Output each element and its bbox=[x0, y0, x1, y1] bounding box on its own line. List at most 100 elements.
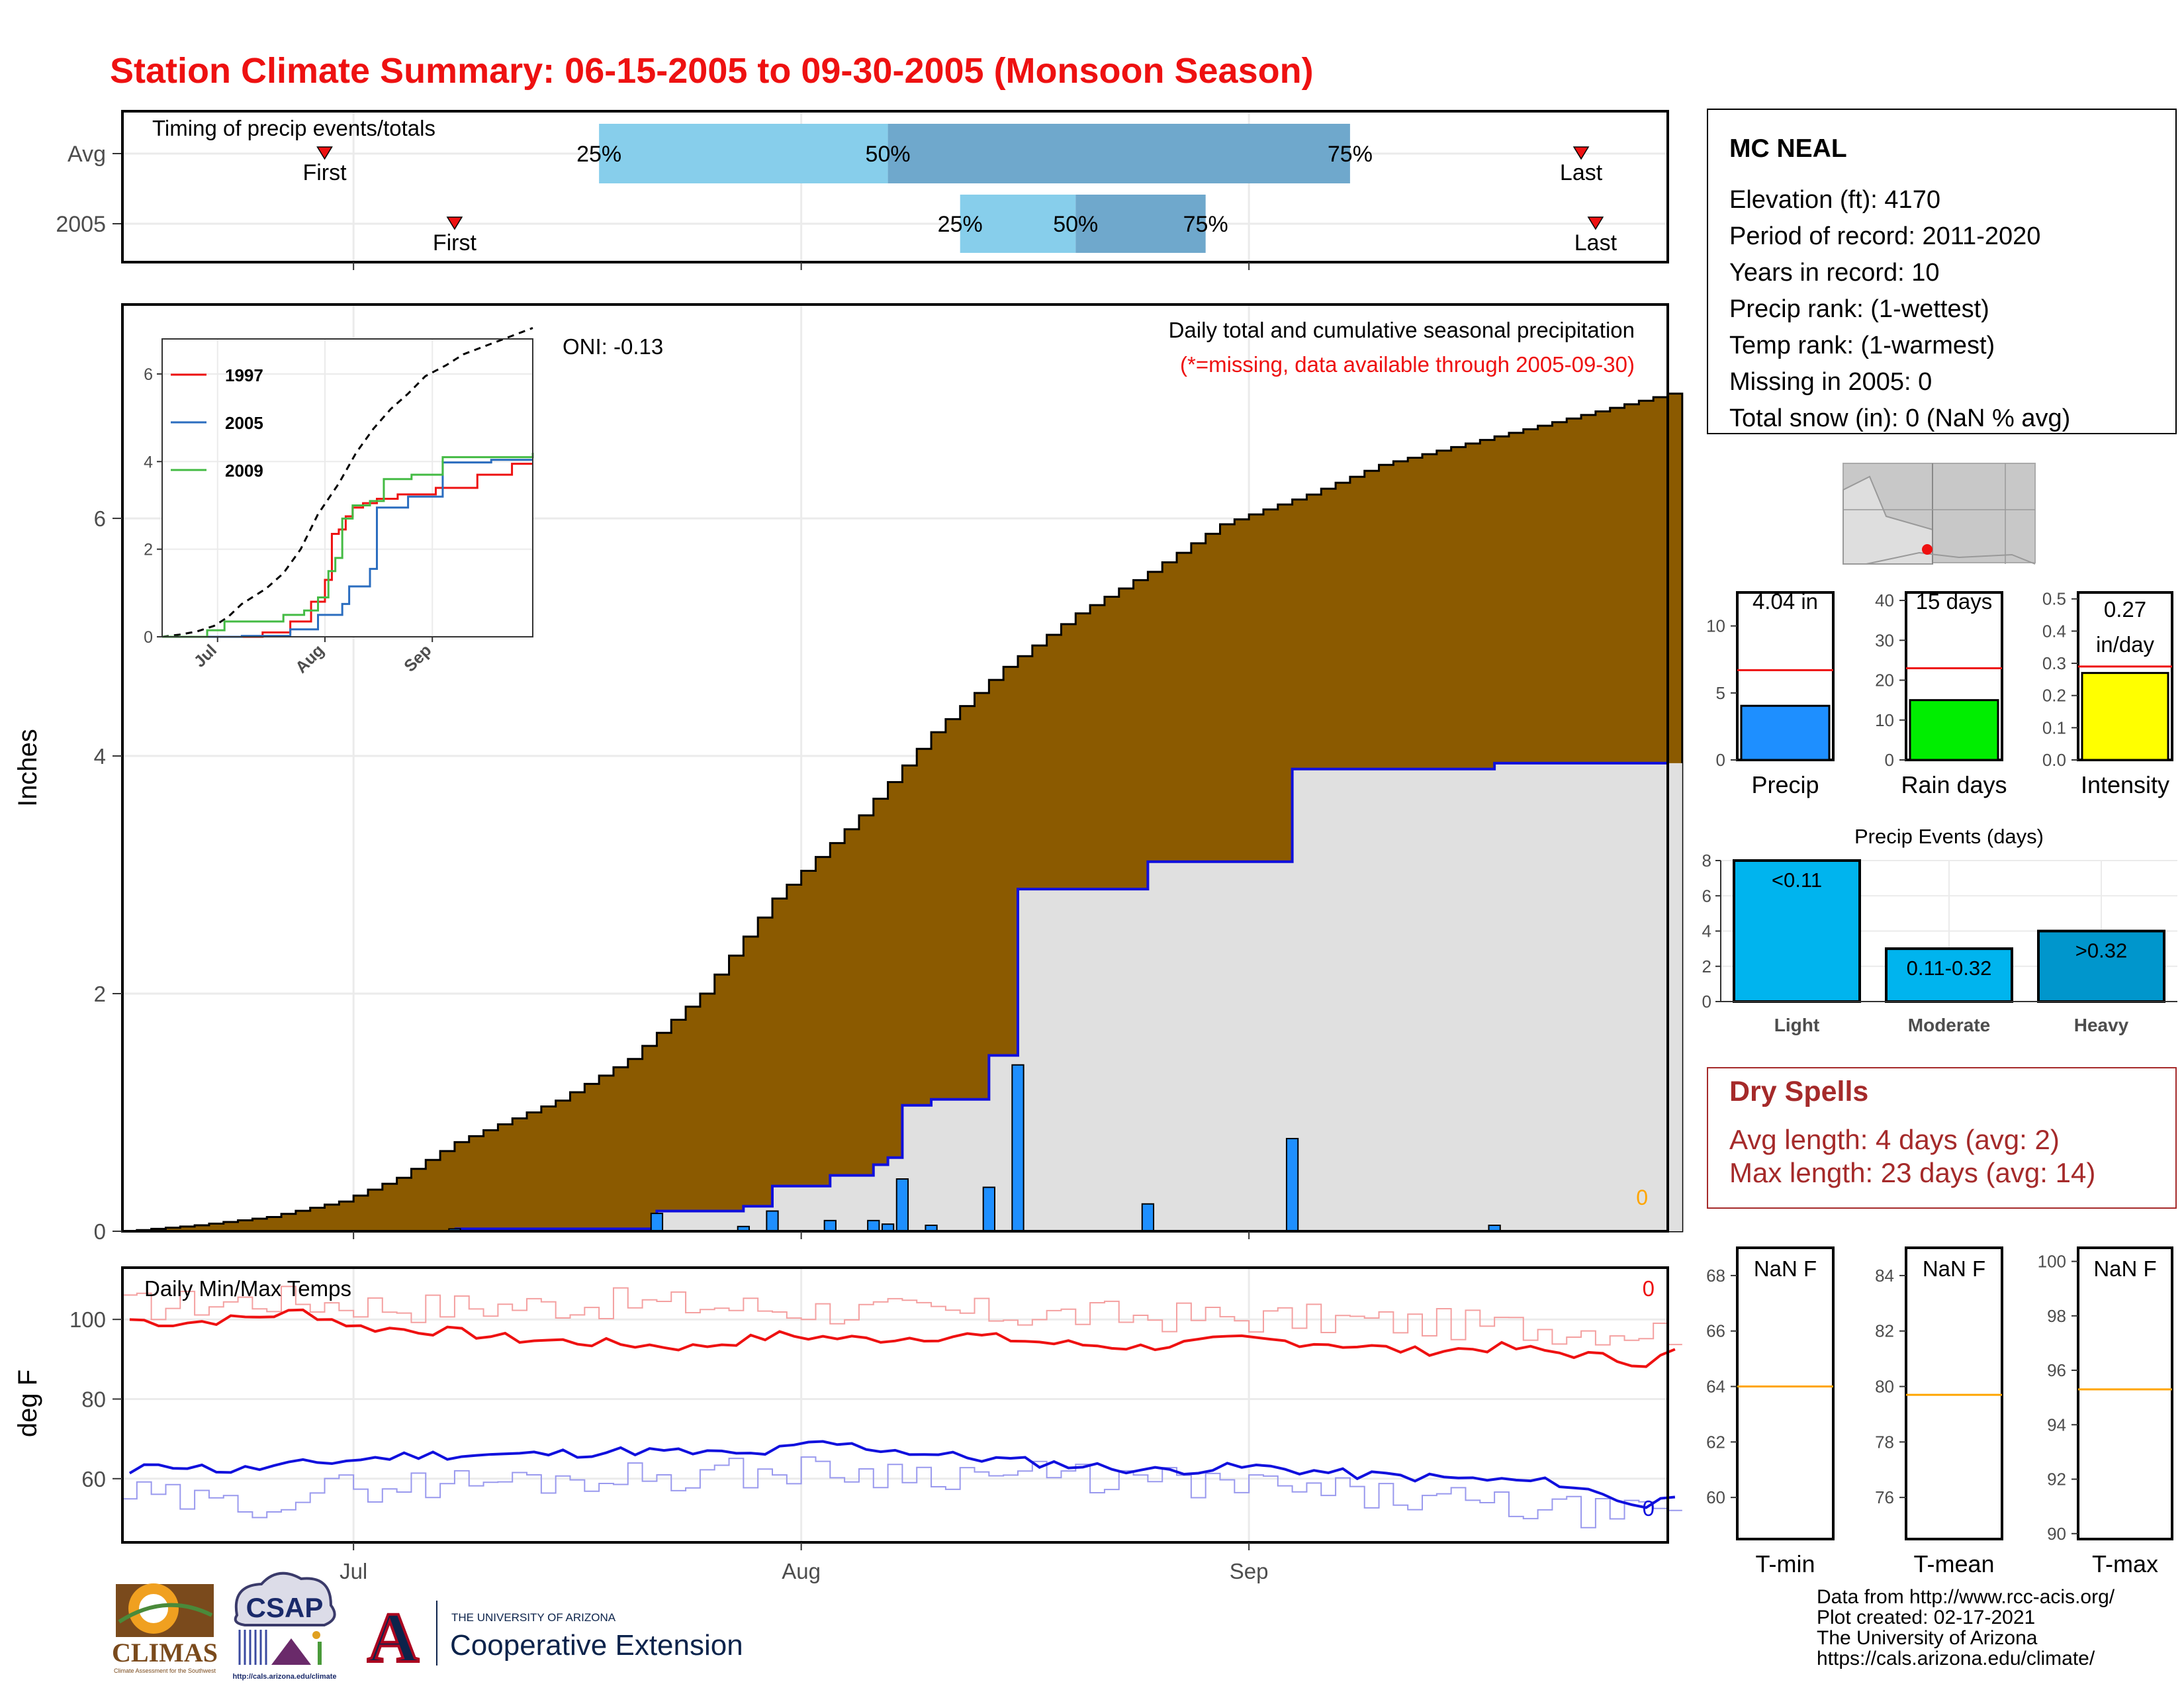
temp-box-value-label: NaN F bbox=[1923, 1256, 1985, 1281]
station-info-line: Period of record: 2011-2020 bbox=[1729, 222, 2040, 250]
small-bar-tick-label: 0.3 bbox=[2042, 653, 2066, 673]
cumulative-2005-area bbox=[454, 763, 1682, 1231]
csap-cactus-icon bbox=[318, 1642, 322, 1665]
footer-line: Data from http://www.rcc-acis.org/ bbox=[1817, 1586, 2115, 1608]
summary-bars: 4.04 in 0 5 10 Precip 15 days 0 10 20 30 40 Rain da… bbox=[1706, 589, 2173, 798]
temp-box-tick-label: 76 bbox=[1875, 1487, 1894, 1507]
climas-subtitle: Climate Assessment for the Southwest bbox=[114, 1667, 216, 1674]
tmin-missing-label: 0 bbox=[1643, 1496, 1655, 1521]
quartile-25-label: 25% bbox=[938, 212, 983, 237]
quartile-50-label: 50% bbox=[866, 142, 911, 167]
inset-avg-line bbox=[161, 327, 533, 638]
station-info-panel: MC NEAL Elevation (ft): 4170 Period of rec… bbox=[1707, 109, 2177, 434]
daily-precip-bar bbox=[650, 1213, 664, 1232]
temp-box-t-max: NaN F 90 92 94 96 98 100 T-max bbox=[2038, 1246, 2173, 1577]
small-bar-label: 15 days bbox=[1916, 589, 1993, 614]
inset-legend-label: 2009 bbox=[225, 461, 263, 481]
inset-y-tick-label: 0 bbox=[144, 628, 153, 647]
last-event-marker bbox=[1572, 146, 1590, 160]
station-info-line: Missing in 2005: 0 bbox=[1729, 368, 1932, 396]
temp-box-tick-label: 68 bbox=[1706, 1266, 1725, 1286]
temp-box-tick-label: 62 bbox=[1706, 1432, 1725, 1452]
small-bar-label: 4.04 in bbox=[1752, 589, 1818, 614]
small-bar-tick-label: 40 bbox=[1875, 590, 1894, 610]
climas-wordmark: CLIMAS bbox=[112, 1638, 218, 1667]
temps-x-tick-label: Jul bbox=[340, 1559, 367, 1583]
small-bar-tick-label: 10 bbox=[1706, 616, 1725, 636]
footer-line: The University of Arizona bbox=[1817, 1627, 2038, 1649]
temp-box-category: T-max bbox=[2092, 1550, 2158, 1577]
small-bar-tick-label: 30 bbox=[1875, 630, 1894, 650]
last-event-label: Last bbox=[1560, 160, 1603, 185]
dry-spells-max: Max length: 23 days (avg: 14) bbox=[1729, 1157, 2095, 1188]
location-map bbox=[1843, 463, 2036, 565]
ua-block-background bbox=[363, 1602, 424, 1663]
tmax-missing-label: 0 bbox=[1643, 1276, 1655, 1301]
timing-panel: 25% 50% 75% First Last Avg 25% 50% 75% First Last 2… bbox=[56, 110, 1669, 270]
station-name: MC NEAL bbox=[1729, 134, 1847, 163]
events-bar bbox=[1733, 859, 1861, 1003]
temp-box-tick-label: 90 bbox=[2047, 1524, 2066, 1544]
main-panel-title: Daily total and cumulative seasonal prec… bbox=[1169, 318, 1635, 342]
tmax-2005-line bbox=[129, 1308, 1676, 1368]
daily-precip-bar bbox=[867, 1219, 880, 1233]
tmin-2005-line bbox=[128, 1440, 1676, 1509]
csap-sun-icon bbox=[312, 1631, 320, 1639]
small-bar-value bbox=[1909, 699, 1999, 761]
temp-box-t-min: NaN F 60 62 64 66 68 T-min bbox=[1706, 1246, 1835, 1577]
quartile-75-label: 75% bbox=[1183, 212, 1228, 237]
daily-precip-bar bbox=[1011, 1064, 1024, 1232]
dry-spells-title: Dry Spells bbox=[1729, 1076, 1868, 1107]
temp-box-tick-label: 98 bbox=[2047, 1306, 2066, 1326]
main-y-tick-label: 0 bbox=[94, 1219, 106, 1244]
events-y-tick-label: 6 bbox=[1702, 886, 1711, 906]
small-bar-category: Precip bbox=[1751, 771, 1819, 798]
inset-legend-label: 1997 bbox=[225, 365, 263, 385]
daily-precip-bar bbox=[766, 1210, 779, 1233]
timing-row-label: Avg bbox=[68, 142, 106, 167]
csap-url: http://cals.arizona.edu/climate bbox=[232, 1673, 336, 1681]
small-bar-category: Rain days bbox=[1901, 771, 2007, 798]
first-event-marker bbox=[316, 146, 333, 160]
csap-logo: CSAP http://cals.arizona.edu/climate bbox=[232, 1571, 337, 1681]
small-bar-tick-label: 0.5 bbox=[2042, 589, 2066, 609]
temp-box-category: T-mean bbox=[1913, 1550, 1994, 1577]
main-y-tick-label: 6 bbox=[94, 506, 106, 531]
daily-precip-bar bbox=[982, 1186, 995, 1232]
missing-count-label: 0 bbox=[1636, 1186, 1648, 1209]
events-category-label: Light bbox=[1774, 1015, 1819, 1035]
precip-panel: 0 Daily total and cumulative seasonal pre… bbox=[13, 303, 1684, 1244]
station-info-line: Years in record: 10 bbox=[1729, 259, 1940, 287]
tmin-avg-line bbox=[122, 1456, 1682, 1528]
temps-y-tick-label: 100 bbox=[69, 1307, 106, 1332]
small-bar-tick-label: 20 bbox=[1875, 671, 1894, 690]
timing-frame bbox=[121, 110, 1669, 263]
dry-spells-avg: Avg length: 4 days (avg: 2) bbox=[1729, 1124, 2060, 1155]
events-y-tick-label: 0 bbox=[1702, 992, 1711, 1011]
events-bar-label: >0.32 bbox=[2075, 939, 2127, 962]
quartile-25-label: 25% bbox=[576, 142, 621, 167]
temp-box-category: T-min bbox=[1756, 1550, 1815, 1577]
main-y-axis-label: Inches bbox=[13, 729, 42, 807]
small-bar-category: Intensity bbox=[2081, 771, 2169, 798]
quartile-box-lower bbox=[599, 124, 888, 183]
small-bar-label: in/day bbox=[2096, 632, 2155, 657]
daily-precip-bar bbox=[895, 1178, 909, 1232]
small-bar-tick-label: 0.4 bbox=[2042, 621, 2066, 641]
first-event-label: First bbox=[433, 230, 477, 256]
inset-frame bbox=[161, 338, 533, 637]
temp-box-t-mean: NaN F 76 78 80 82 84 T-mean bbox=[1875, 1246, 2003, 1577]
temps-x-tick-label: Sep bbox=[1230, 1559, 1269, 1583]
footer: Data from http://www.rcc-acis.org/Plot c… bbox=[1817, 1586, 2115, 1669]
temp-box-tick-label: 96 bbox=[2047, 1360, 2066, 1380]
events-bar-label: 0.11-0.32 bbox=[1907, 957, 1992, 980]
quartile-box-upper bbox=[1075, 195, 1206, 253]
small-bar-tick-label: 10 bbox=[1875, 710, 1894, 730]
small-bar-tick-label: 0 bbox=[1885, 750, 1894, 770]
events-y-tick-label: 2 bbox=[1702, 957, 1711, 976]
main-frame bbox=[121, 303, 1669, 1233]
